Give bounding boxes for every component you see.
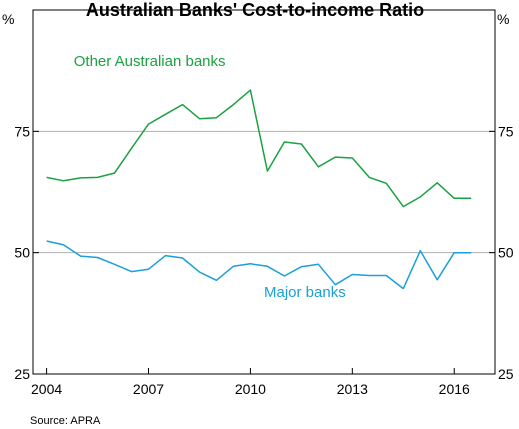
x-tick-label: 2013	[337, 381, 368, 397]
y-tick-label-right: 50	[498, 245, 514, 261]
tick-labels: 2004 2007 2010 2013 2016 25 25 50 50 75 75	[14, 123, 513, 397]
series-line-major	[46, 240, 472, 290]
series-line-other	[46, 89, 472, 208]
y-tick-label-right: 25	[498, 366, 514, 382]
left-unit-label: %	[2, 11, 14, 27]
right-unit-label: %	[497, 11, 509, 27]
series-label-other: Other Australian banks	[74, 53, 226, 70]
source-note: Source: APRA	[30, 415, 101, 427]
y-tick-label-left: 50	[14, 245, 30, 261]
x-tick-label: 2004	[31, 381, 62, 397]
x-tick-label: 2016	[439, 381, 470, 397]
x-tick-label: 2007	[133, 381, 164, 397]
tick-marks	[33, 130, 495, 375]
y-tick-label-left: 75	[14, 123, 30, 139]
y-tick-label-left: 25	[14, 366, 30, 382]
series-label-major: Major banks	[264, 284, 346, 301]
plot-frame	[32, 9, 496, 375]
x-tick-label: 2010	[235, 381, 266, 397]
y-tick-label-right: 75	[498, 123, 514, 139]
series-layer	[46, 89, 472, 290]
series-labels: Other Australian banks Major banks	[74, 53, 346, 301]
gridlines	[33, 130, 495, 254]
